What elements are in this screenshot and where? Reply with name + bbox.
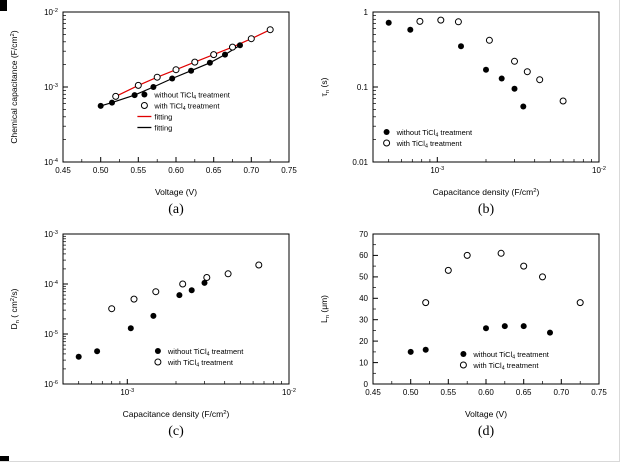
svg-text:without TiCl4 treatment: without TiCl4 treatment: [153, 90, 230, 101]
svg-text:10-3​: 10-3​: [44, 83, 58, 92]
panel-a-chart: 0.45 0.50 0.55 0.60 0.65 0.70 0.75 10-4​ 10-3​ 10…: [9, 8, 297, 197]
svg-text:0: 0: [364, 380, 369, 389]
svg-text:0.50: 0.50: [403, 388, 419, 397]
svg-text:0.60: 0.60: [478, 388, 494, 397]
panel-b: 10-3​ 10-2​ 0.01 0.1 1 Capacitance density (F…: [310, 4, 619, 226]
svg-text:10: 10: [359, 358, 368, 367]
svg-text:0.55: 0.55: [441, 388, 457, 397]
panel-d: 0.45 0.50 0.55 0.60 0.65 0.70 0.75 0 10 20 30 40 50 6…: [310, 226, 619, 448]
scan-artifact-bottom-left: [0, 456, 9, 461]
svg-text:Chemical capacitance (F/cm2): Chemical capacitance (F/cm2): [9, 30, 19, 144]
svg-text:40: 40: [359, 294, 368, 303]
panel-a: 0.45 0.50 0.55 0.60 0.65 0.70 0.75 10-4​ 10-3​ 10…: [0, 4, 310, 226]
svg-text:0.75: 0.75: [591, 388, 607, 397]
svg-text:70: 70: [359, 230, 368, 239]
svg-text:0.45: 0.45: [55, 166, 71, 175]
svg-text:10-4​: 10-4​: [44, 158, 58, 167]
svg-text:without TiCl4 treatment: without TiCl4 treatment: [167, 347, 244, 358]
svg-text:0.60: 0.60: [168, 166, 184, 175]
svg-text:0.1: 0.1: [357, 83, 369, 92]
svg-text:50: 50: [359, 273, 368, 282]
panel-b-caption: (b): [477, 202, 495, 217]
svg-text:10-6​: 10-6​: [44, 380, 58, 389]
svg-text:Capacitance density (F/cm2): Capacitance density (F/cm2): [123, 409, 230, 419]
svg-text:10-2​: 10-2​: [282, 388, 296, 397]
svg-text:fitting: fitting: [154, 112, 172, 121]
svg-text:10-3​: 10-3​: [430, 166, 444, 175]
svg-text:τn (s): τn (s): [319, 77, 331, 96]
svg-text:Voltage (V): Voltage (V): [155, 187, 197, 197]
panel-c: 10-3​ 10-2​ 10-6​ 10-5​ 10-4​ 10-3​ Capacitanc…: [0, 226, 310, 448]
svg-text:0.65: 0.65: [516, 388, 532, 397]
svg-text:10-5​: 10-5​: [44, 330, 58, 339]
svg-text:20: 20: [359, 337, 368, 346]
svg-text:fitting: fitting: [154, 123, 172, 132]
svg-text:0.01: 0.01: [352, 158, 368, 167]
svg-text:with TiCl4 treatment: with TiCl4 treatment: [167, 358, 234, 369]
svg-text:with TiCl4 treatment: with TiCl4 treatment: [153, 101, 220, 112]
svg-text:0.50: 0.50: [93, 166, 109, 175]
panel-c-caption: (c): [168, 424, 184, 439]
svg-text:10-2​: 10-2​: [44, 8, 58, 17]
panel-a-caption: (a): [168, 202, 184, 217]
svg-text:10-4​: 10-4​: [44, 280, 58, 289]
svg-text:with TiCl4 treatment: with TiCl4 treatment: [396, 139, 463, 150]
svg-text:without TiCl4 treatment: without TiCl4 treatment: [396, 128, 473, 139]
svg-text:Dn ( cm2/s): Dn ( cm2/s): [9, 288, 21, 329]
panel-c-chart: 10-3​ 10-2​ 10-6​ 10-5​ 10-4​ 10-3​ Capacitanc…: [9, 230, 296, 419]
panel-d-chart: 0.45 0.50 0.55 0.60 0.65 0.70 0.75 0 10 20 30 40 50 6…: [319, 230, 607, 419]
svg-text:30: 30: [359, 316, 368, 325]
svg-text:Voltage (V): Voltage (V): [465, 409, 507, 419]
svg-text:60: 60: [359, 251, 368, 260]
panel-grid: 0.450.500.550.600.650.700.7510-4​10-3​10…: [0, 4, 619, 448]
svg-text:1: 1: [364, 8, 369, 17]
svg-text:0.45: 0.45: [365, 388, 381, 397]
svg-text:0.75: 0.75: [281, 166, 297, 175]
svg-text:without TiCl4 treatment: without TiCl4 treatment: [472, 350, 549, 361]
svg-text:10-3​: 10-3​: [120, 388, 134, 397]
svg-text:Capacitance density (F/cm2): Capacitance density (F/cm2): [433, 187, 540, 197]
panel-d-caption: (d): [477, 424, 495, 439]
svg-text:0.70: 0.70: [244, 166, 260, 175]
svg-text:Ln (μm): Ln (μm): [319, 295, 331, 323]
svg-text:0.65: 0.65: [206, 166, 222, 175]
panel-b-chart: 10-3​ 10-2​ 0.01 0.1 1 Capacitance density (F…: [319, 8, 606, 197]
svg-text:10-3​: 10-3​: [44, 230, 58, 239]
svg-text:10-2​: 10-2​: [592, 166, 606, 175]
scan-artifact-top-left: [0, 0, 7, 11]
svg-text:0.55: 0.55: [131, 166, 147, 175]
svg-text:with TiCl4 treatment: with TiCl4 treatment: [472, 361, 539, 372]
svg-text:0.70: 0.70: [554, 388, 570, 397]
